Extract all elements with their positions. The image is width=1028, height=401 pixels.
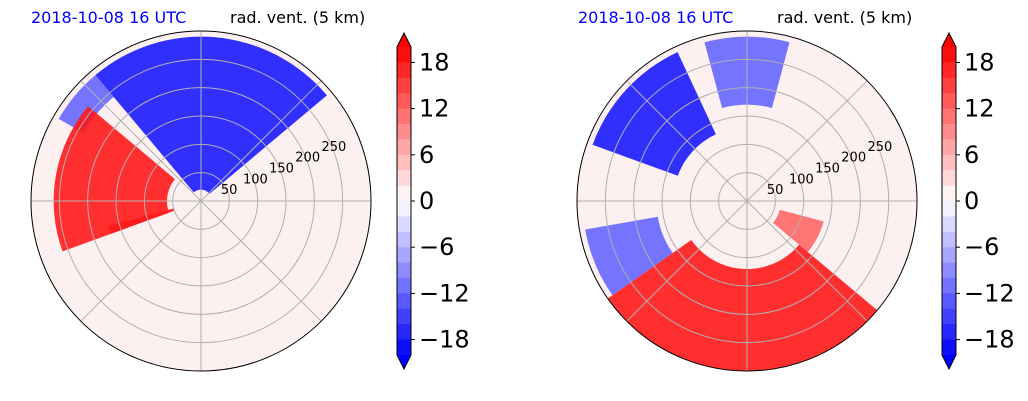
- colorbar-segment: [942, 77, 956, 94]
- outbound-velocity-region: [773, 209, 824, 252]
- grid-spoke: [80, 200, 202, 322]
- colorbar-tick-label: −6: [419, 233, 454, 261]
- colorbar-segment: [942, 62, 956, 79]
- inbound-velocity-region: [58, 75, 114, 133]
- colorbar-extend-high: [397, 33, 411, 47]
- radial-tick-label: 50: [221, 183, 238, 198]
- grid-spoke: [200, 200, 322, 322]
- colorbar-segment: [942, 278, 956, 294]
- colorbar-segment: [397, 124, 411, 140]
- colorbar-segment: [942, 231, 956, 248]
- polar-plot-left: 2018-10-08 16 UTC rad. vent. (5 km)501001…: [30, 8, 470, 372]
- radial-tick-label: 50: [767, 183, 784, 198]
- colorbar-segment: [397, 231, 411, 248]
- colorbar-segment: [942, 124, 956, 140]
- radial-tick-label: 100: [243, 172, 268, 187]
- colorbar-tick-label: 0: [964, 187, 979, 215]
- colorbar-segment: [942, 293, 956, 310]
- colorbar-segment: [942, 262, 956, 279]
- grid-spoke: [626, 80, 748, 202]
- colorbar-extend-high: [942, 33, 956, 47]
- colorbar-segment: [942, 154, 956, 171]
- radial-tick-label: 250: [321, 140, 346, 155]
- velocity-field: [53, 36, 327, 252]
- title-left: 2018-10-08 16 UTC: [31, 8, 186, 27]
- colorbar-segment: [397, 247, 411, 264]
- colorbar-segment: [942, 170, 956, 187]
- colorbar-segment: [397, 139, 411, 156]
- colorbar-extend-low: [942, 355, 956, 369]
- colorbar-segment: [942, 93, 956, 110]
- colorbar-segment: [942, 324, 956, 341]
- inbound-velocity-region: [95, 36, 327, 194]
- radial-tick-label: 100: [789, 172, 814, 187]
- colorbar-segment: [397, 93, 411, 110]
- colorbar-tick-label: 0: [419, 187, 434, 215]
- colorbar-tick-label: 12: [964, 95, 995, 123]
- colorbar-segment: [942, 47, 956, 63]
- colorbar-segment: [397, 201, 411, 217]
- radial-tick-label: 200: [295, 151, 320, 166]
- colorbar-tick-label: −18: [964, 326, 1015, 354]
- colorbar-segment: [397, 154, 411, 171]
- colorbar-tick-label: −6: [964, 233, 999, 261]
- colorbar-tick-label: −18: [419, 326, 470, 354]
- inbound-velocity-region: [592, 52, 716, 176]
- colorbar-segment: [942, 247, 956, 264]
- colorbar-tick-label: 6: [419, 141, 434, 169]
- colorbar-segment: [942, 108, 956, 125]
- colorbar: 18 12 6 0 −6 −12 −18: [941, 31, 1015, 371]
- colorbar-segment: [397, 278, 411, 294]
- title-right: rad. vent. (5 km): [777, 8, 912, 27]
- plot-boundary: [30, 30, 372, 372]
- radial-tick-label: 250: [867, 140, 892, 155]
- colorbar-tick-label: −12: [964, 279, 1015, 307]
- colorbar-segment: [397, 216, 411, 233]
- colorbar-segment: [397, 47, 411, 63]
- colorbar-segment: [397, 293, 411, 310]
- colorbar-extend-low: [397, 355, 411, 369]
- colorbar-segment: [942, 185, 956, 202]
- grid-spoke: [80, 80, 202, 202]
- colorbar-tick-label: 12: [419, 95, 450, 123]
- colorbar-segment: [397, 185, 411, 202]
- colorbar-segment: [397, 77, 411, 94]
- radial-tick-label: 150: [815, 161, 840, 176]
- inbound-velocity-region: [585, 216, 673, 296]
- title-left: 2018-10-08 16 UTC: [578, 8, 733, 27]
- colorbar-outline: [396, 31, 412, 371]
- outbound-velocity-region: [53, 106, 175, 252]
- colorbar-segment: [942, 201, 956, 217]
- colorbar-tick-label: −12: [419, 279, 470, 307]
- colorbar-outline: [941, 31, 957, 371]
- colorbar: 18 12 6 0 −6 −12 −18: [396, 31, 470, 371]
- grid-spoke: [626, 200, 748, 322]
- radial-tick-label: 150: [269, 161, 294, 176]
- colorbar-segment: [942, 216, 956, 233]
- plot-boundary: [576, 30, 918, 372]
- colorbar-segment: [397, 62, 411, 79]
- colorbar-tick-label: 18: [964, 48, 995, 76]
- colorbar-tick-label: 18: [419, 48, 450, 76]
- colorbar-segment: [397, 308, 411, 325]
- colorbar-segment: [942, 308, 956, 325]
- outbound-velocity-region: [107, 208, 175, 234]
- radial-tick-label: 200: [841, 151, 866, 166]
- title-right: rad. vent. (5 km): [230, 8, 365, 27]
- colorbar-segment: [397, 339, 411, 356]
- grid-spoke: [200, 80, 322, 202]
- colorbar-segment: [942, 339, 956, 356]
- grid-spoke: [746, 200, 868, 322]
- colorbar-segment: [397, 170, 411, 187]
- polar-plot-right: 2018-10-08 16 UTC rad. vent. (5 km)501001…: [576, 8, 1015, 372]
- colorbar-segment: [397, 262, 411, 279]
- colorbar-segment: [397, 108, 411, 125]
- grid-spoke: [746, 80, 868, 202]
- colorbar-tick-label: 6: [964, 141, 979, 169]
- colorbar-segment: [397, 324, 411, 341]
- colorbar-segment: [942, 139, 956, 156]
